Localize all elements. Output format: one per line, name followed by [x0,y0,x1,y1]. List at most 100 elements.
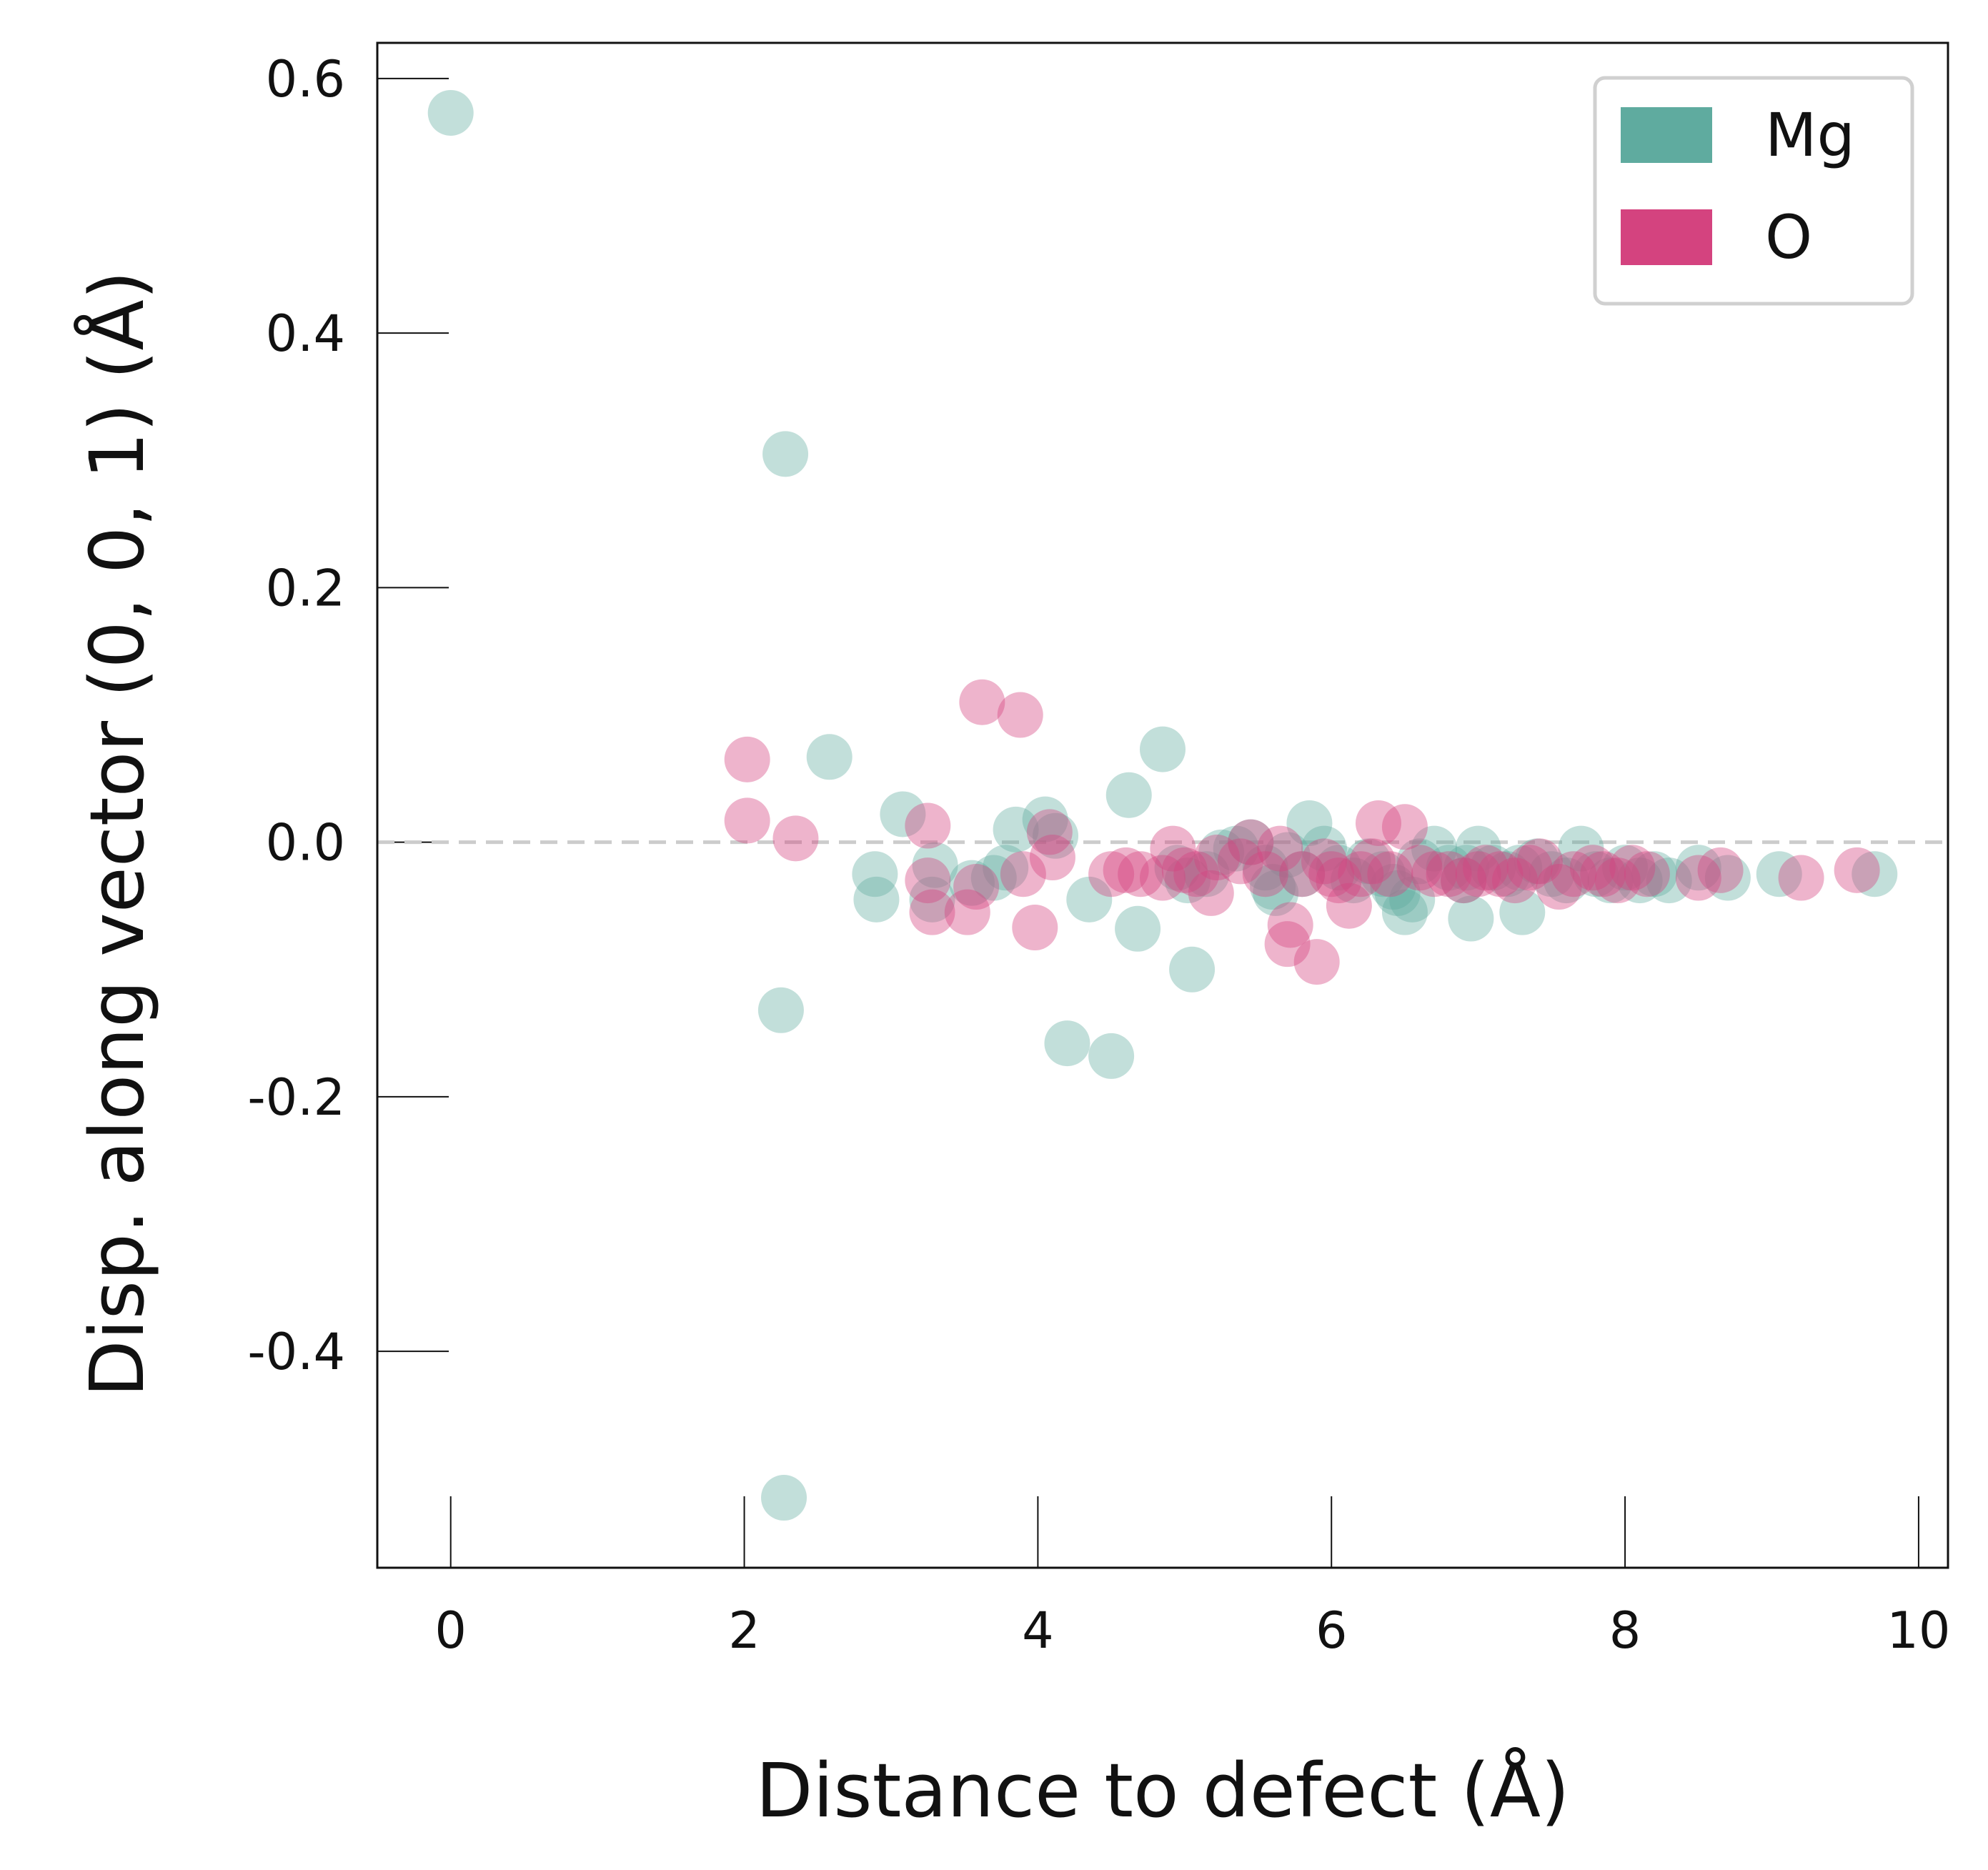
point-o [1118,851,1164,897]
point-mg [970,855,1017,901]
plot-frame [376,41,1949,1569]
point-o [1264,921,1311,968]
data-points [427,89,1898,1521]
y-tick-label: -0.2 [247,1068,345,1127]
point-mg [1484,851,1531,897]
y-tick-label: 0.6 [266,50,345,109]
point-o [1188,870,1234,916]
point-o [1012,905,1058,951]
point-mg [1370,864,1416,910]
point-o [1217,838,1263,885]
point-o [1140,855,1186,901]
series-mg [427,89,1898,1521]
point-mg [1279,851,1326,897]
point-o [1173,851,1220,897]
point-mg [1602,845,1649,891]
point-mg [853,876,900,922]
point-o [909,889,955,935]
point-o [1624,851,1670,897]
point-o [1426,851,1472,897]
point-mg [1646,857,1692,904]
point-o [1367,851,1413,897]
point-o [1029,835,1075,881]
point-o [1279,851,1326,897]
legend-swatch-o [1621,209,1712,265]
point-mg [1250,864,1296,910]
point-mg [1345,838,1391,885]
point-mg [1852,851,1898,897]
point-mg [1704,855,1751,901]
point-mg [1105,772,1152,818]
point-o [1088,851,1135,897]
point-o [1477,851,1524,897]
point-mg [1499,889,1546,935]
point-mg [1426,845,1472,891]
point-mg [1572,851,1619,897]
point-mg [948,860,995,906]
y-tick-label: -0.4 [247,1323,345,1381]
point-o [1594,857,1641,904]
legend-swatch-mg [1621,107,1712,163]
point-o [1267,902,1313,948]
point-mg [1183,851,1230,897]
point-o [1257,825,1303,872]
point-mg [1115,905,1161,952]
point-o [1569,845,1616,891]
point-mg [1140,726,1186,772]
point-mg [1756,851,1802,897]
point-mg [1441,857,1487,904]
point-mg [1381,889,1428,935]
point-mg [1033,812,1079,859]
point-o [1338,851,1384,897]
point-mg [1316,845,1362,891]
series-o [724,679,1880,985]
point-mg [1374,870,1421,916]
point-mg [1164,857,1211,904]
x-tick-label: 0 [434,1601,467,1660]
point-mg [1198,829,1245,875]
point-o [1834,847,1880,893]
point-o [1150,825,1196,872]
point-mg [1470,845,1516,891]
point-o [1536,864,1582,910]
point-o [1316,857,1362,904]
point-mg [757,987,804,1033]
x-tick-label: 6 [1316,1601,1348,1660]
point-o [905,802,951,849]
point-o [1103,847,1149,893]
point-o [905,857,951,904]
point-mg [1228,819,1274,865]
point-o [959,679,1005,725]
point-mg [761,1475,807,1521]
point-o [1697,847,1744,893]
point-o [1242,851,1288,897]
point-o [1161,847,1208,893]
point-mg [993,806,1039,852]
point-mg [1675,845,1721,891]
point-mg [1301,825,1347,872]
point-o [1301,838,1347,885]
point-mg [1396,838,1443,885]
point-mg [1154,845,1201,891]
point-mg [1066,876,1113,922]
point-mg [852,851,898,897]
point-mg [1543,857,1589,904]
point-mg [1514,838,1560,885]
point-o [1778,855,1824,901]
point-o [1355,800,1401,846]
point-mg [1616,857,1663,904]
point-mg [1286,800,1333,846]
point-o [724,797,770,844]
point-o [1492,857,1539,904]
x-tick-label: 8 [1609,1601,1641,1660]
point-o [1609,845,1656,891]
point-o [944,889,990,935]
point-mg [1213,825,1259,872]
point-mg [1529,851,1575,897]
point-mg [1455,825,1501,872]
point-mg [909,876,955,922]
x-axis-title: Distance to defect (Å) [755,1747,1569,1834]
point-o [1000,851,1046,897]
point-o [1455,851,1501,897]
